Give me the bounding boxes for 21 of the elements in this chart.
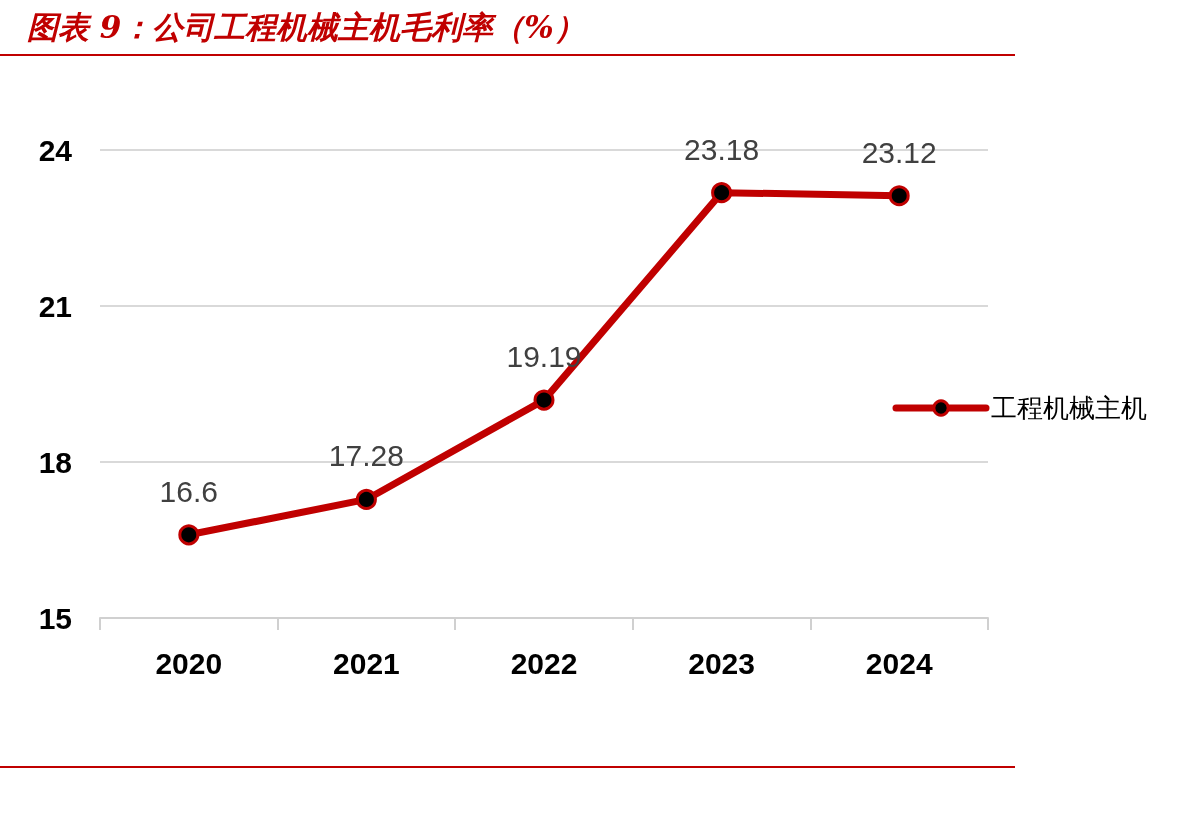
data-label: 17.28 [328, 439, 404, 473]
data-label: 23.12 [861, 135, 937, 169]
point [355, 488, 377, 510]
x-tick-label: 2023 [688, 646, 755, 680]
legend-label: 工程机械主机 [991, 393, 1147, 423]
x-tick-label: 2021 [333, 646, 400, 680]
y-tick-label: 15 [38, 601, 72, 635]
x-tick-label: 2024 [865, 646, 933, 680]
y-tick-label: 21 [38, 289, 72, 323]
y-tick-label: 18 [38, 445, 72, 479]
point [533, 389, 555, 411]
point [711, 182, 733, 204]
x-tick-label: 2022 [510, 646, 578, 680]
point [888, 185, 910, 207]
data-label: 23.18 [684, 132, 760, 166]
data-label: 16.6 [159, 474, 218, 508]
chart-title: 图表 9：公司工程机械主机毛利率（%） [27, 8, 585, 45]
x-tick-label: 2020 [155, 646, 223, 680]
y-tick-label: 24 [38, 133, 73, 167]
data-label: 19.19 [506, 340, 582, 374]
point [178, 524, 200, 546]
